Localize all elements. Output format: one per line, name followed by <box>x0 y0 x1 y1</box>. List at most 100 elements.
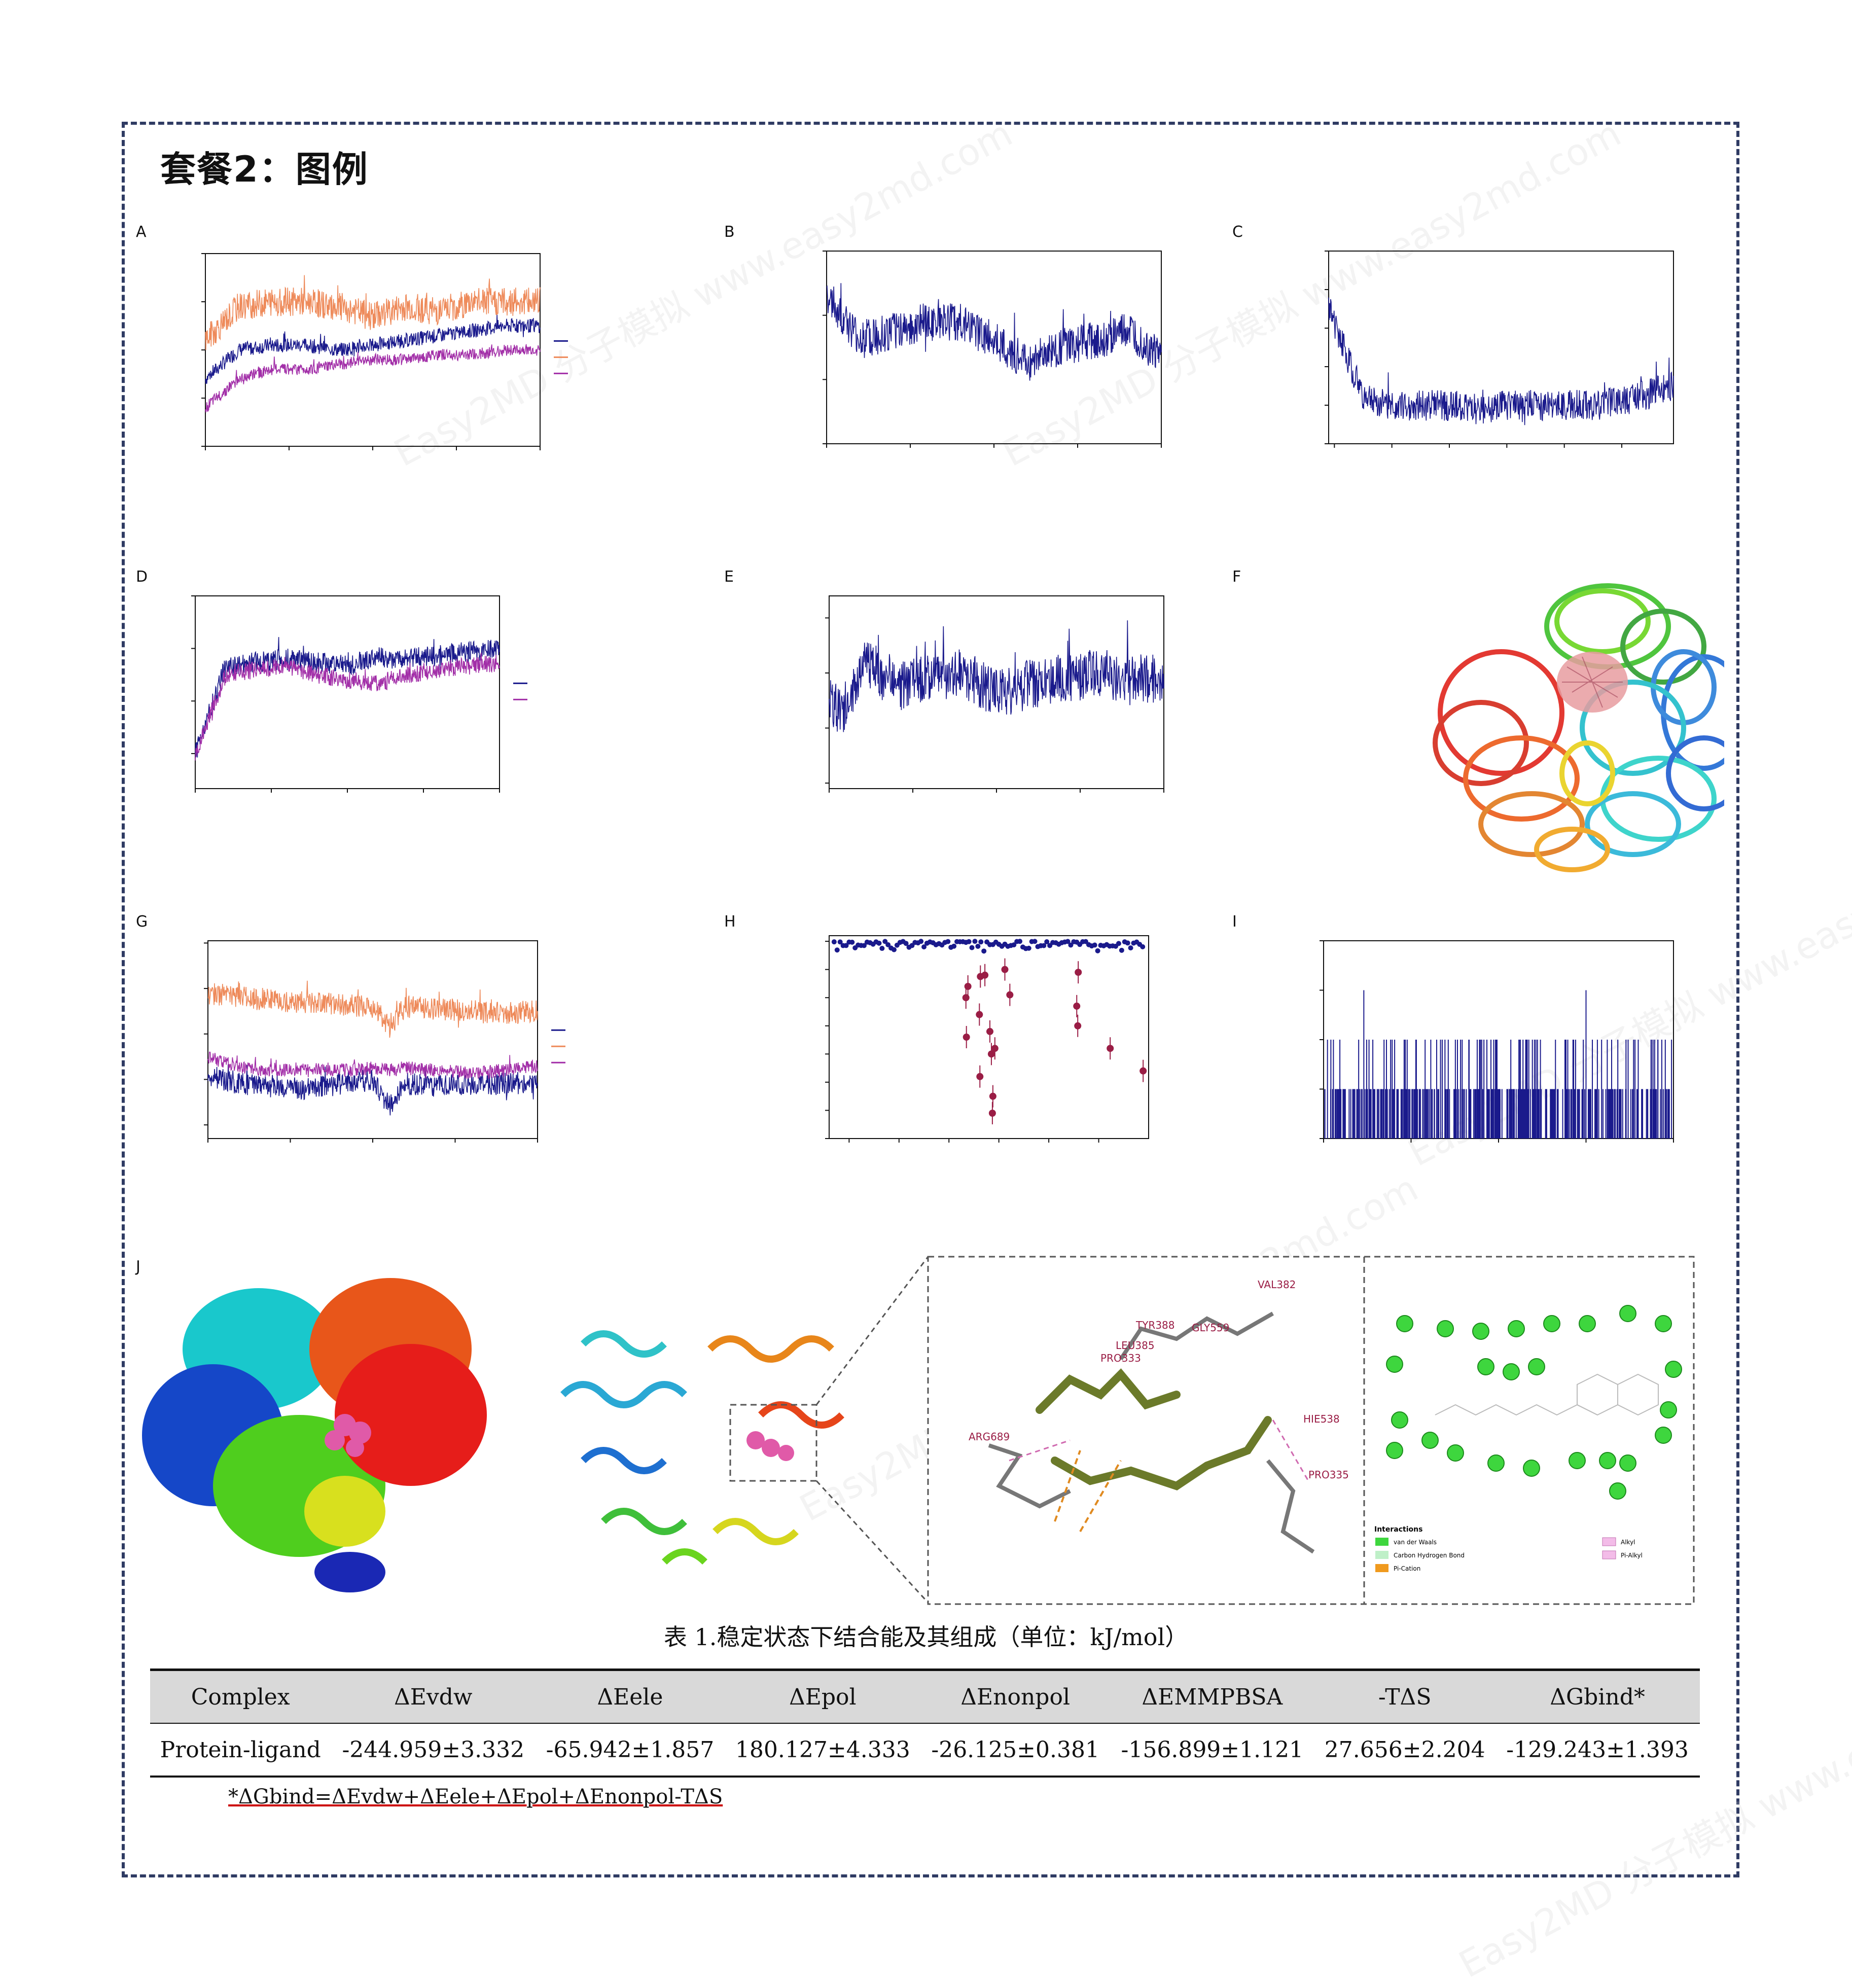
interactions-title: Interactions <box>1374 1525 1422 1534</box>
series-line-complex <box>205 314 541 384</box>
residue-point-background <box>972 939 978 944</box>
table-caption: 表 1.稳定状态下结合能及其组成（单位：kJ/mol） <box>663 1623 1189 1651</box>
panel-j-graphics: VAL382 TYR388 GLY559 LEU385 PRO333 ARG68… <box>142 1256 1695 1605</box>
col-header: -TΔS <box>1314 1668 1495 1724</box>
col-header: ΔEvdw <box>331 1668 536 1724</box>
panel-letter-g: G <box>136 913 148 931</box>
residue-point-background <box>831 939 837 945</box>
residue-point-background <box>1041 943 1047 948</box>
chart-e <box>825 595 1164 793</box>
panel-letter-h: H <box>724 913 736 931</box>
residue-point-background <box>879 946 885 951</box>
residue-label-3d: PRO333 <box>1100 1352 1141 1364</box>
residue-point-background <box>903 941 909 946</box>
series-line-data <box>1328 297 1674 425</box>
residue-point-background <box>1116 941 1121 946</box>
residue-point-background <box>1092 942 1097 948</box>
residue-point-background <box>1068 942 1074 948</box>
table-cell: -65.942±1.857 <box>536 1723 725 1778</box>
panel-letter-e: E <box>724 568 734 586</box>
chart-h <box>825 935 1149 1143</box>
col-header: ΔEpol <box>724 1668 921 1724</box>
protein-surface <box>142 1278 487 1592</box>
series-line-data <box>829 620 1164 732</box>
residue-point-background <box>945 939 951 944</box>
residue-label-3d: HIE538 <box>1303 1413 1340 1425</box>
residue-point <box>981 971 989 979</box>
residue-point-background <box>918 939 924 944</box>
figure-frame <box>122 122 1739 1877</box>
table-row: Protein-ligand -244.959±3.332 -65.942±1.… <box>150 1723 1700 1778</box>
residue-point <box>964 983 972 990</box>
panel-letter-a: A <box>136 223 147 241</box>
residue-point-background <box>1125 940 1130 946</box>
residue-point-background <box>1128 945 1133 951</box>
panel-b: B <box>710 216 1217 545</box>
residue-point-background <box>1044 939 1050 945</box>
panel-letter-f: F <box>1232 568 1241 586</box>
panel-e: E <box>710 560 1217 890</box>
panel-c: C <box>1217 216 1724 545</box>
residue-point <box>1139 1067 1147 1075</box>
panel-g: G <box>127 905 725 1235</box>
legend-pication: Pi-Cation <box>1394 1565 1420 1572</box>
series-line-ele <box>207 980 538 1038</box>
residue-point-background <box>1119 947 1124 953</box>
residue-point-background <box>876 940 882 946</box>
residue-point-background <box>861 943 867 948</box>
interaction-2d-diagram: Interactions van der Waals Carbon Hydrog… <box>1374 1305 1682 1572</box>
residue-point-background <box>1095 948 1100 953</box>
series-line-dock-site-ligand <box>195 637 500 758</box>
series-line-protein-ligand <box>195 652 500 761</box>
residue-label-3d: PRO335 <box>1308 1469 1349 1481</box>
chart-b <box>823 251 1162 448</box>
table-cell: 27.656±2.204 <box>1314 1723 1495 1778</box>
plot-frame <box>829 935 1149 1139</box>
panel-a: A <box>127 216 725 545</box>
table-cell: -26.125±0.381 <box>920 1723 1110 1778</box>
table-cell: -129.243±1.393 <box>1495 1723 1700 1778</box>
panel-h: H <box>710 905 1217 1235</box>
table-cell: -156.899±1.121 <box>1110 1723 1315 1778</box>
residue-point <box>1074 1022 1082 1030</box>
col-header: ΔEnonpol <box>920 1668 1110 1724</box>
residue-point-background <box>885 942 891 947</box>
table-footnote: *ΔGbind=ΔEvdw+ΔEele+ΔEpol+ΔEnonpol-TΔS <box>228 1785 723 1808</box>
energy-table: Complex ΔEvdw ΔEele ΔEpol ΔEnonpol ΔEMMP… <box>150 1668 1700 1778</box>
plot-frame <box>207 940 538 1139</box>
residue-point-background <box>981 948 987 954</box>
residue-point-background <box>1032 939 1038 944</box>
panel-letter-d: D <box>136 568 148 586</box>
plot-frame <box>1328 251 1674 444</box>
residue-point-background <box>837 939 843 945</box>
col-header: Complex <box>150 1668 331 1724</box>
residue-point-background <box>1065 939 1071 944</box>
footnote-text: *ΔGbind=ΔEvdw+ΔEele+ΔEpol+ΔEnonpol-TΔS <box>228 1785 723 1808</box>
chart-d <box>191 595 527 793</box>
panel-letter-i: I <box>1232 913 1237 931</box>
residue-point-background <box>1017 939 1023 944</box>
residue-point-background <box>1026 945 1031 951</box>
residue-label-3d: LEU385 <box>1116 1339 1155 1352</box>
legend-alkyl: Alkyl <box>1621 1539 1635 1546</box>
protein-cartoon <box>560 1330 844 1565</box>
legend-vdw: van der Waals <box>1394 1539 1437 1546</box>
protein-trajectory-cartoon <box>1433 583 1747 872</box>
table-cell: Protein-ligand <box>150 1723 331 1778</box>
table-cell: -244.959±3.332 <box>331 1723 536 1778</box>
residue-point <box>976 1011 983 1018</box>
page-title: 套餐2：图例 <box>160 149 369 190</box>
panel-i: I <box>1217 905 1724 1235</box>
residue-point <box>1107 1045 1114 1052</box>
panel-j: J <box>127 1248 1724 1613</box>
residue-point <box>991 1045 999 1052</box>
residue-point <box>1073 1002 1081 1010</box>
table-cell: 180.127±4.333 <box>724 1723 921 1778</box>
series-line-binding <box>207 1064 538 1116</box>
residue-point-background <box>891 947 897 952</box>
residue-point-background <box>969 945 975 950</box>
legend-chbond: Carbon Hydrogen Bond <box>1394 1552 1465 1559</box>
series-line-protein <box>205 344 541 413</box>
col-header: ΔEMMPBSA <box>1110 1668 1315 1724</box>
residue-point <box>976 1073 984 1080</box>
